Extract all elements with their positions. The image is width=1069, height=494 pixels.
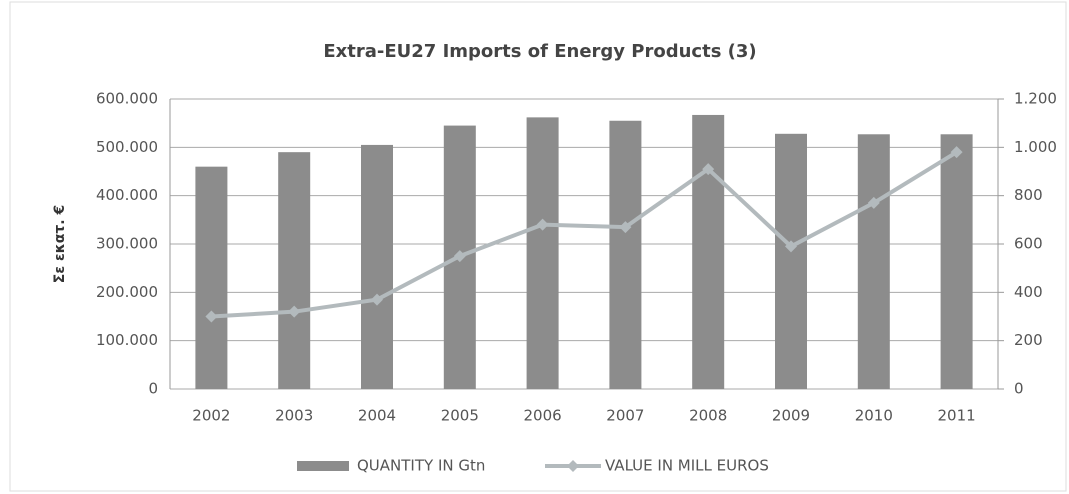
line-marker bbox=[288, 305, 301, 318]
bar bbox=[775, 133, 807, 389]
line-marker bbox=[702, 163, 715, 176]
y2-tick-label: 1.000 bbox=[1014, 138, 1057, 156]
y2-tick-label: 400 bbox=[1014, 283, 1043, 301]
y-tick-label: 500.000 bbox=[96, 138, 158, 156]
y-tick-label: 0 bbox=[148, 380, 158, 398]
bar bbox=[692, 114, 725, 389]
y2-tick-label: 1.200 bbox=[1014, 90, 1057, 108]
y-tick-label: 300.000 bbox=[96, 235, 158, 253]
y-tick-label: 400.000 bbox=[96, 186, 158, 204]
bar bbox=[526, 117, 559, 389]
legend-marker bbox=[567, 460, 579, 472]
legend-swatch bbox=[297, 461, 349, 471]
y-tick-label: 200.000 bbox=[96, 283, 158, 301]
line bbox=[211, 150, 958, 319]
y2-tick-label: 0 bbox=[1014, 380, 1024, 398]
x-tick-label: 2003 bbox=[275, 407, 313, 425]
x-tick-label: 2008 bbox=[689, 407, 727, 425]
y2-tick-label: 600 bbox=[1014, 235, 1043, 253]
line-marker bbox=[867, 196, 880, 209]
legend-label: QUANTITY IN Gtn bbox=[357, 457, 485, 475]
bar bbox=[857, 134, 890, 389]
line-marker bbox=[205, 310, 218, 323]
line-marker bbox=[536, 218, 549, 231]
line-marker bbox=[371, 293, 383, 306]
y2-tick-label: 800 bbox=[1014, 186, 1043, 204]
y2-tick-label: 200 bbox=[1014, 331, 1043, 349]
line-marker bbox=[950, 146, 963, 159]
x-tick-label: 2005 bbox=[441, 407, 479, 425]
y-axis-label: Σε εκατ. € bbox=[52, 205, 68, 283]
bar bbox=[278, 152, 311, 389]
bar bbox=[195, 166, 228, 389]
x-tick-label: 2004 bbox=[358, 407, 396, 425]
x-tick-label: 2011 bbox=[938, 407, 976, 425]
y-tick-label: 100.000 bbox=[96, 331, 158, 349]
line-marker bbox=[619, 221, 632, 234]
x-tick-label: 2010 bbox=[855, 407, 893, 425]
bar bbox=[361, 144, 393, 389]
line-marker bbox=[453, 250, 466, 263]
x-tick-label: 2007 bbox=[606, 407, 644, 425]
x-tick-label: 2009 bbox=[772, 407, 810, 425]
y-tick-label: 600.000 bbox=[96, 90, 158, 108]
x-tick-label: 2002 bbox=[192, 407, 230, 425]
x-tick-label: 2006 bbox=[524, 407, 562, 425]
legend-label: VALUE IN MILL EUROS bbox=[605, 457, 769, 475]
line-marker bbox=[785, 240, 797, 253]
bar bbox=[609, 120, 642, 389]
chart-title: Extra-EU27 Imports of Energy Products (3… bbox=[323, 41, 756, 62]
bar bbox=[940, 134, 973, 389]
